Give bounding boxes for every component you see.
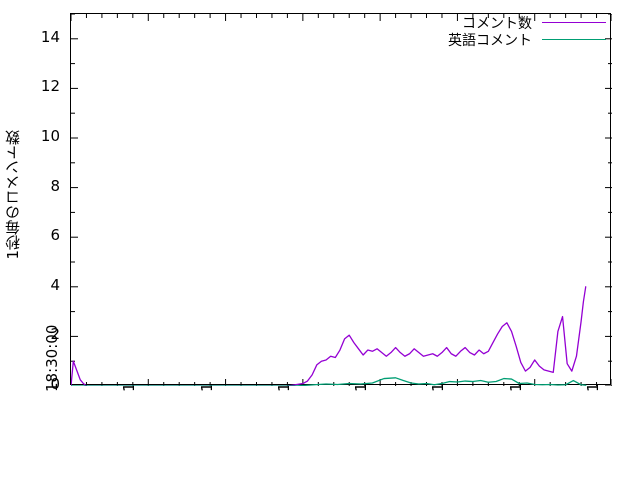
y-tick-label: 2 — [50, 325, 60, 344]
legend-item: 英語コメント — [430, 31, 606, 49]
legend-label: 英語コメント — [448, 32, 532, 49]
plot-area — [70, 13, 612, 386]
chart-legend: コメント数 英語コメント — [430, 14, 606, 49]
y-tick-label: 12 — [40, 77, 60, 96]
y-tick-label: 14 — [40, 27, 60, 46]
series-line-1 — [71, 286, 587, 386]
plot-svg — [71, 14, 612, 386]
x-tick-label: 18:30:00 — [43, 324, 61, 392]
legend-color-swatch — [542, 39, 606, 40]
series-line-2 — [71, 377, 587, 386]
y-tick-label: 8 — [50, 176, 60, 195]
legend-label: コメント数 — [462, 15, 532, 32]
y-tick-label: 4 — [50, 275, 60, 294]
legend-color-swatch — [542, 22, 606, 23]
legend-item: コメント数 — [430, 14, 606, 32]
y-tick-label: 10 — [40, 127, 60, 145]
y-tick-label: 6 — [50, 226, 60, 245]
y-tick-label: 0 — [50, 375, 60, 393]
